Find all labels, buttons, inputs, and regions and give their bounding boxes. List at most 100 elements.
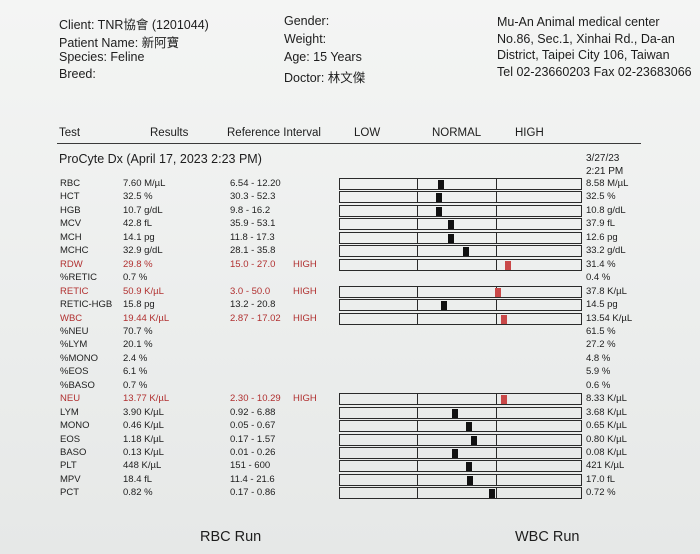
- wbc-run-label: WBC Run: [515, 529, 580, 545]
- rbc-run-label: RBC Run: [200, 529, 262, 545]
- previous-result: 5.9 %: [586, 366, 611, 378]
- col-high: HIGH: [515, 127, 544, 139]
- result-value: 42.8 fL: [123, 218, 153, 230]
- result-row: MPV 18.4 fL 11.4 - 21.6 17.0 fL: [0, 473, 700, 487]
- gauge-high-divider: [496, 434, 497, 445]
- gauge-low-divider: [417, 461, 418, 472]
- previous-result: 4.8 %: [586, 352, 611, 364]
- test-name: %BASO: [60, 379, 95, 391]
- result-row: PCT 0.82 % 0.17 - 0.86 0.72 %: [0, 487, 700, 500]
- previous-result: 17.0 fL: [586, 473, 616, 485]
- test-name: RETIC-HGB: [60, 299, 113, 311]
- gauge-low-divider: [417, 434, 418, 445]
- previous-result: 13.54 K/µL: [586, 312, 633, 324]
- previous-result: 37.9 fL: [586, 218, 616, 230]
- high-flag: HIGH: [293, 258, 317, 270]
- gauge-low-divider: [417, 259, 418, 270]
- reference-interval: 11.8 - 17.3: [230, 231, 275, 243]
- result-row: %EOS 6.1 % 5.9 %: [0, 366, 700, 379]
- result-value: 14.1 pg: [123, 231, 155, 243]
- reference-interval: 9.8 - 16.2: [230, 204, 271, 216]
- previous-result: 0.80 K/µL: [586, 433, 627, 445]
- gauge-high-divider: [496, 205, 497, 216]
- result-value: 3.90 K/µL: [123, 406, 164, 418]
- range-gauge: [339, 231, 582, 244]
- result-value: 2.4 %: [123, 352, 148, 364]
- gauge-high-divider: [496, 259, 497, 270]
- high-flag: HIGH: [293, 285, 317, 297]
- result-value: 1.18 K/µL: [123, 433, 164, 445]
- species-field: Species: Feline: [59, 50, 145, 64]
- previous-result: 0.4 %: [586, 272, 611, 284]
- test-name: MONO: [60, 420, 90, 432]
- gauge-high-divider: [496, 474, 497, 485]
- gauge-low-divider: [417, 421, 418, 432]
- result-value: 15.8 pg: [123, 299, 155, 311]
- gauge-marker: [466, 422, 473, 432]
- range-gauge: [339, 178, 582, 190]
- gauge-low-divider: [417, 313, 418, 324]
- result-row: MCH 14.1 pg 11.8 - 17.3 12.6 pg: [0, 231, 700, 245]
- previous-result: 27.2 %: [586, 339, 616, 351]
- previous-result: 0.65 K/µL: [586, 420, 627, 432]
- gauge-low-divider: [417, 232, 418, 243]
- result-value: 29.8 %: [123, 258, 153, 270]
- clinic-address: No.86, Sec.1, Xinhai Rd., Da-an District…: [497, 31, 675, 63]
- gauge-high-divider: [496, 246, 497, 257]
- previous-run-date-line: 3/27/23: [586, 153, 620, 164]
- result-row: BASO 0.13 K/µL 0.01 - 0.26 0.08 K/µL: [0, 447, 700, 460]
- gauge-high-divider: [496, 313, 497, 324]
- test-name: PCT: [60, 487, 79, 499]
- previous-result: 61.5 %: [586, 325, 616, 337]
- gauge-high-divider: [496, 394, 497, 405]
- test-name: NEU: [60, 393, 81, 405]
- result-value: 0.13 K/µL: [123, 447, 164, 458]
- result-row: %RETIC 0.7 % 0.4 %: [0, 272, 700, 285]
- reference-interval: 2.87 - 17.02: [230, 312, 281, 324]
- reference-interval: 3.0 - 50.0: [230, 285, 271, 297]
- gauge-high-divider: [496, 232, 497, 243]
- range-gauge: [339, 299, 582, 312]
- gauge-marker: [437, 180, 444, 189]
- test-name: RETIC: [60, 285, 89, 297]
- result-row: RETIC 50.9 K/µL 3.0 - 50.0 HIGH 37.8 K/µL: [0, 285, 700, 299]
- test-name: BASO: [60, 447, 87, 458]
- doctor-field: Doctor: 林文傑: [284, 71, 366, 85]
- range-gauge: [339, 393, 582, 406]
- gauge-low-divider: [417, 192, 418, 203]
- client-field: Client: TNR協會 (1201044): [59, 18, 209, 32]
- reference-interval: 0.05 - 0.67: [230, 420, 276, 432]
- test-name: WBC: [60, 312, 83, 324]
- gauge-marker: [504, 260, 511, 270]
- high-flag: HIGH: [293, 393, 317, 405]
- previous-run-date: 3/27/23 2:21 PM: [586, 152, 623, 178]
- range-gauge: [339, 460, 582, 473]
- result-value: 18.4 fL: [123, 473, 153, 485]
- result-value: 70.7 %: [123, 325, 153, 337]
- reference-interval: 151 - 600: [230, 460, 271, 472]
- clinic-info: Mu-An Animal medical center No.86, Sec.1…: [497, 14, 697, 80]
- gauge-marker: [466, 462, 473, 472]
- result-value: 0.7 %: [123, 272, 148, 284]
- gauge-marker: [500, 314, 507, 324]
- reference-interval: 2.30 - 10.29: [230, 393, 281, 405]
- reference-interval: 0.01 - 0.26: [230, 447, 276, 458]
- test-name: %LYM: [60, 339, 88, 351]
- gauge-high-divider: [496, 300, 497, 311]
- result-value: 6.1 %: [123, 366, 148, 378]
- clinic-name: Mu-An Animal medical center: [497, 15, 660, 29]
- range-gauge: [339, 312, 582, 325]
- range-gauge: [339, 433, 582, 446]
- test-name: MCV: [60, 218, 82, 230]
- gauge-marker: [447, 220, 454, 230]
- gauge-low-divider: [417, 488, 418, 499]
- test-name: HCT: [60, 191, 80, 203]
- test-name: %NEU: [60, 325, 89, 337]
- previous-result: 12.6 pg: [586, 231, 618, 243]
- test-name: PLT: [60, 460, 77, 472]
- previous-result: 37.8 K/µL: [586, 285, 627, 297]
- reference-interval: 0.17 - 0.86: [230, 487, 276, 499]
- result-row: RBC 7.60 M/µL 6.54 - 12.20 8.58 M/µL: [0, 178, 700, 191]
- patient-name-field: Patient Name: 新阿寶: [59, 36, 180, 50]
- previous-result: 33.2 g/dL: [586, 245, 626, 257]
